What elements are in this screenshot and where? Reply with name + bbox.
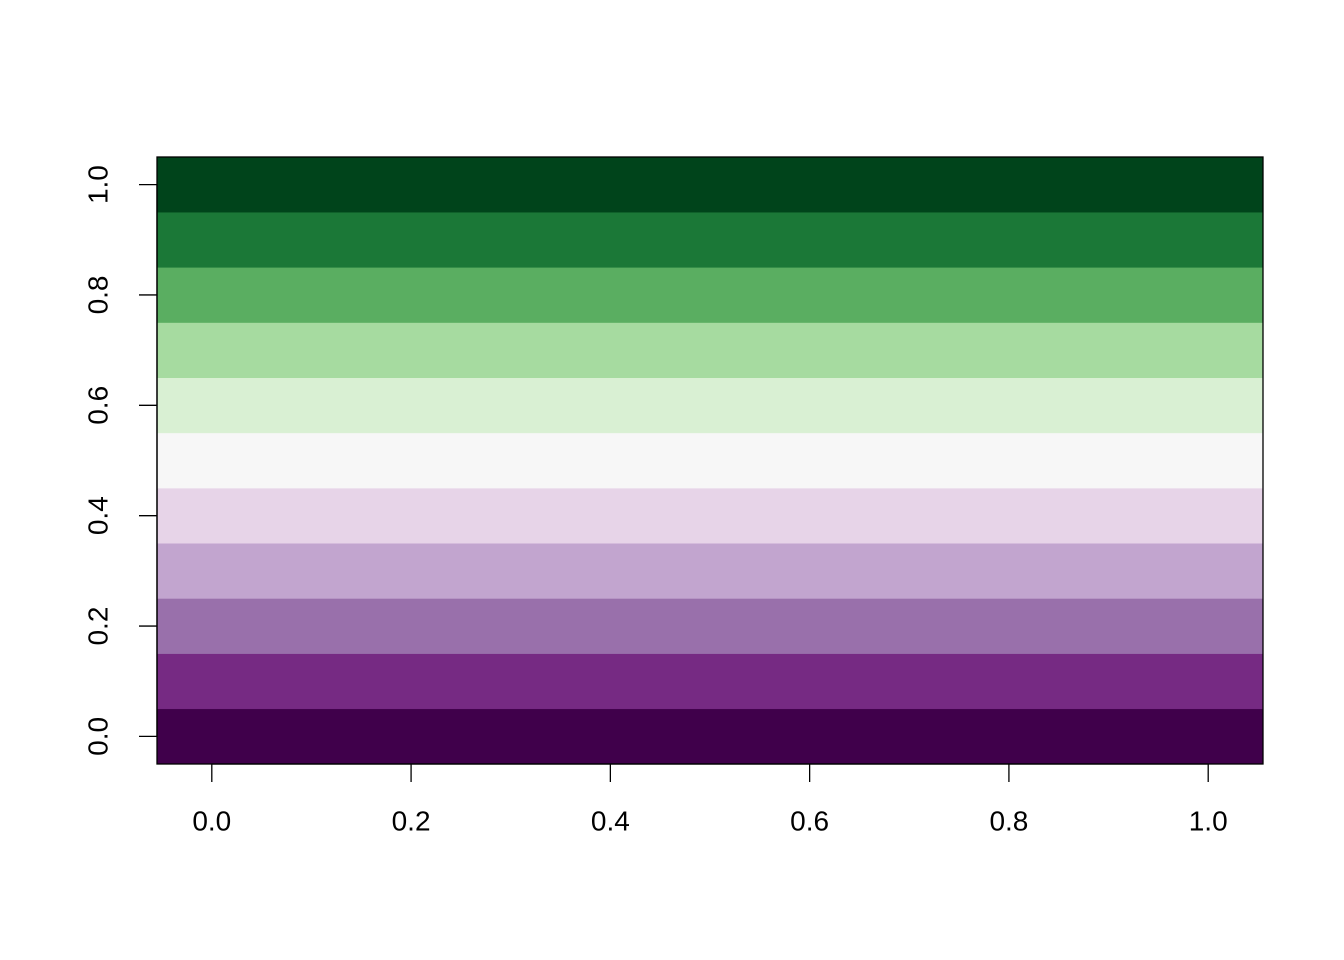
band <box>156 156 1264 213</box>
x-tick-label: 0.6 <box>790 805 829 836</box>
band <box>156 653 1264 710</box>
band <box>156 377 1264 434</box>
band <box>156 211 1264 268</box>
x-tick-label: 1.0 <box>1189 805 1228 836</box>
band <box>156 487 1264 544</box>
y-tick-label: 0.2 <box>82 607 113 646</box>
x-tick-label: 0.2 <box>392 805 431 836</box>
x-tick-label: 0.8 <box>989 805 1028 836</box>
y-tick-label: 0.8 <box>82 275 113 314</box>
y-tick-label: 0.0 <box>82 717 113 756</box>
band <box>156 708 1264 765</box>
x-tick-label: 0.4 <box>591 805 630 836</box>
y-tick-label: 1.0 <box>82 165 113 204</box>
y-tick-label: 0.6 <box>82 386 113 425</box>
x-tick-label: 0.0 <box>192 805 231 836</box>
band <box>156 432 1264 489</box>
band <box>156 543 1264 599</box>
y-tick-label: 0.4 <box>82 496 113 535</box>
band <box>156 322 1264 378</box>
band <box>156 598 1264 654</box>
band <box>156 267 1264 323</box>
